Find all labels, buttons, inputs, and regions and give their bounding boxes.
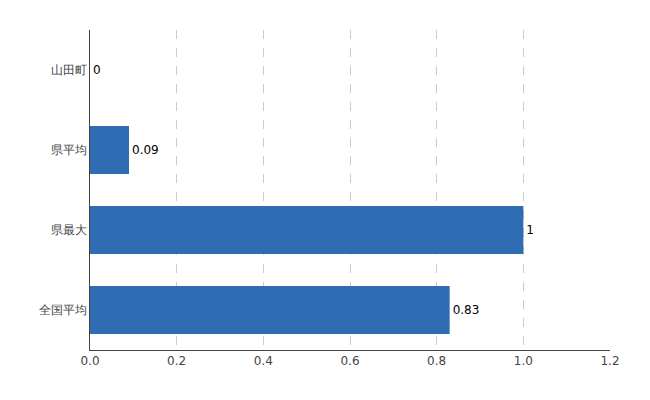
svg-text:1.2: 1.2 [600,354,619,368]
svg-text:1.0: 1.0 [514,354,533,368]
svg-text:0.4: 0.4 [254,354,273,368]
svg-text:0.83: 0.83 [453,303,480,317]
svg-text:0.2: 0.2 [167,354,186,368]
svg-text:県最大: 県最大 [51,223,87,237]
svg-text:0.6: 0.6 [340,354,359,368]
svg-text:全国平均: 全国平均 [39,303,87,317]
svg-text:県平均: 県平均 [51,143,87,157]
svg-text:山田町: 山田町 [51,63,87,77]
svg-text:0.0: 0.0 [80,354,99,368]
svg-text:0.09: 0.09 [132,143,159,157]
svg-text:0.8: 0.8 [427,354,446,368]
svg-text:1: 1 [526,223,534,237]
svg-text:0: 0 [93,63,101,77]
